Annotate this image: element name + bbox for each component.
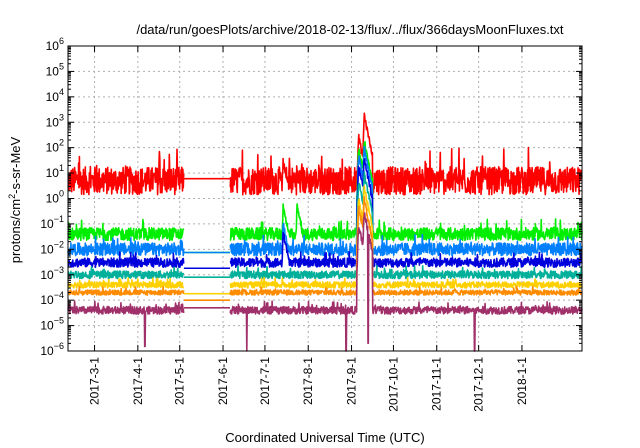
x-tick-label: 2017-11-1 [430, 357, 444, 411]
x-tick-label: 2017-7-1 [258, 357, 272, 405]
y-tick-label: 10−1 [40, 214, 64, 231]
series-layer [67, 112, 583, 352]
x-tick-label: 2018-1-1 [515, 357, 529, 405]
x-tick-label: 2017-8-1 [301, 357, 315, 405]
series-line-0 [67, 148, 185, 196]
series-line-1 [67, 218, 185, 242]
x-tick-label: 2017-4-1 [131, 357, 145, 405]
y-axis-label: protons/cm2-s-sr-MeV [7, 136, 23, 263]
series-line-6 [67, 286, 185, 296]
y-tick-label: 10−2 [40, 239, 64, 256]
y-tick-label: 104 [46, 87, 64, 104]
grid-lines [68, 46, 582, 351]
series-line-2 [67, 235, 185, 257]
y-axis-label-rest: -s-sr-MeV [8, 136, 23, 193]
y-tick-label: 102 [46, 138, 64, 155]
y-axis-label-exponent: 2 [7, 194, 17, 199]
series-line-4 [229, 171, 583, 280]
x-tick-label: 2017-9-1 [345, 357, 359, 405]
x-tick-label: 2017-12-1 [472, 357, 486, 412]
series-line-1 [229, 141, 583, 242]
series-line-2 [229, 145, 583, 257]
x-axis-label: Coordinated Universal Time (UTC) [225, 430, 424, 445]
series-line-7 [229, 212, 583, 352]
y-tick-label: 10−5 [40, 316, 64, 333]
y-tick-label: 103 [46, 112, 64, 129]
series-line-4 [67, 266, 185, 280]
y-tick-label: 106 [46, 36, 64, 53]
y-tick-label: 100 [46, 189, 64, 206]
x-tick-label: 2017-5-1 [173, 357, 187, 405]
series-line-3 [67, 251, 185, 269]
y-tick-label: 10−6 [40, 341, 64, 358]
series-line-5 [229, 185, 583, 289]
y-axis-label-main: protons/cm [8, 199, 23, 263]
x-axis: 2017-3-1 2017-4-1 2017-5-1 2017-6-1 2017-7-1… [88, 46, 529, 412]
y-tick-label: 101 [46, 163, 64, 180]
series-line-6 [229, 196, 583, 296]
chart-title: /data/run/goesPlots/archive/2018-02-13/f… [136, 22, 563, 37]
y-tick-label: 10−3 [40, 265, 64, 282]
y-tick-label: 105 [46, 61, 64, 78]
y-tick-label: 10−4 [40, 290, 64, 307]
series-line-7 [67, 300, 185, 348]
x-tick-label: 2017-10-1 [386, 357, 400, 412]
y-axis: 10−6 10−5 10−4 10−3 10−2 10−1 100 101 102 103 104 1… [40, 36, 582, 358]
series-line-5 [67, 277, 185, 289]
x-tick-label: 2017-6-1 [216, 357, 230, 405]
series-line-0 [229, 112, 583, 196]
series-line-3 [229, 158, 583, 269]
x-tick-label: 2017-3-1 [88, 357, 102, 405]
